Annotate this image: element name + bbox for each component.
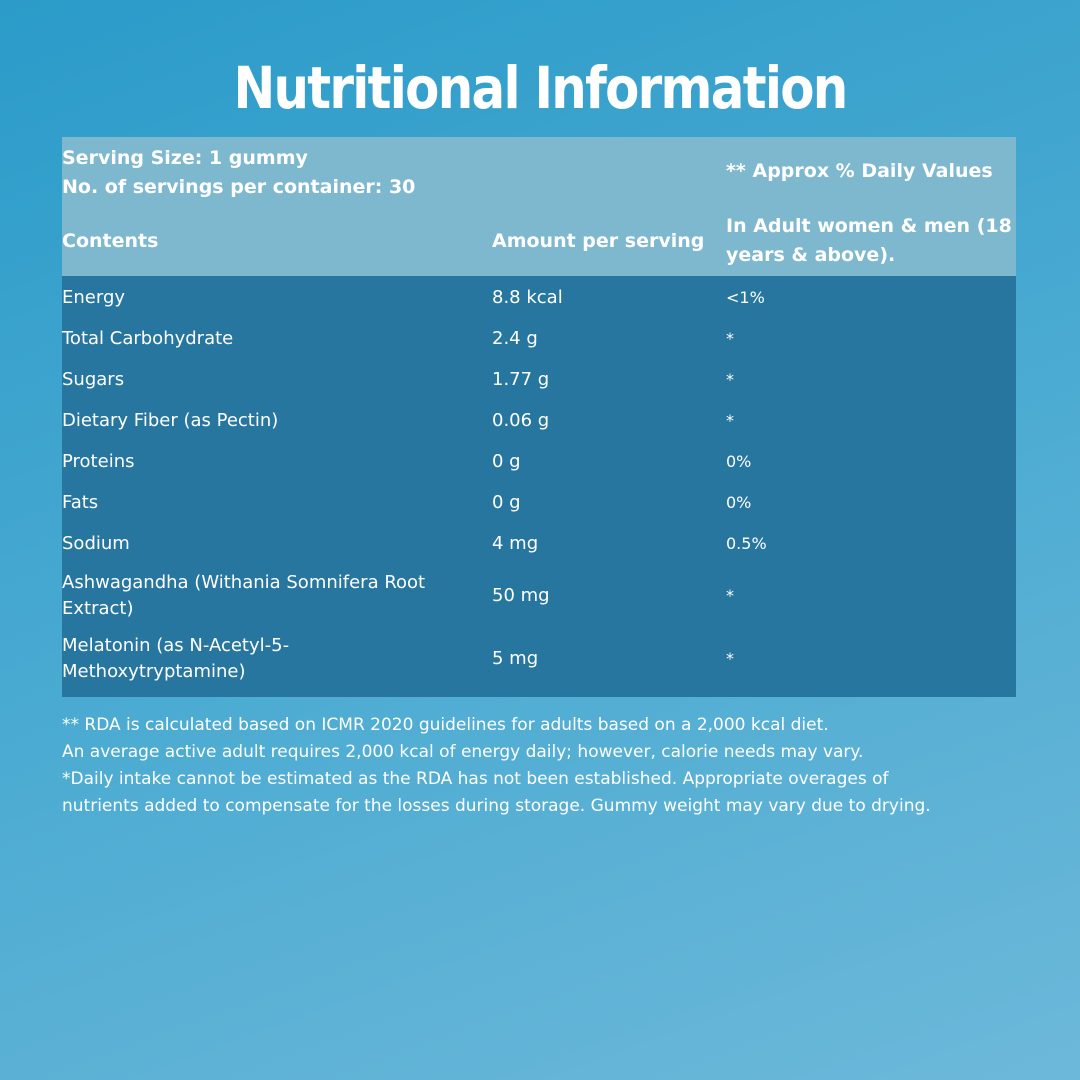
row-content-line2: Extract) <box>62 597 134 619</box>
row-daily-value: * <box>726 328 734 348</box>
table-row: Ashwagandha (Withania Somnifera Root Ext… <box>62 564 1016 627</box>
table-header: Serving Size: 1 gummy No. of servings pe… <box>62 137 1016 276</box>
row-daily-value: * <box>726 648 734 668</box>
column-header-adult: In Adult women & men (18 years & above). <box>726 212 1016 270</box>
footnote-energy: An average active adult requires 2,000 k… <box>62 742 864 762</box>
row-amount: 2.4 g <box>492 327 538 349</box>
row-daily-value: <1% <box>726 287 765 307</box>
row-content: Ashwagandha (Withania Somnifera Root Ext… <box>62 570 472 622</box>
table-body: Energy 8.8 kcal <1% Total Carbohydrate 2… <box>62 276 1016 697</box>
footnote-rda: ** RDA is calculated based on ICMR 2020 … <box>62 715 829 735</box>
row-content-line1: Melatonin (as N-Acetyl-5- <box>62 634 290 656</box>
row-content: Sodium <box>62 532 130 554</box>
row-content: Dietary Fiber (as Pectin) <box>62 409 279 431</box>
table-row: Energy 8.8 kcal <1% <box>62 277 1016 318</box>
row-amount: 0 g <box>492 450 521 472</box>
row-amount: 4 mg <box>492 532 539 554</box>
nutrition-table: Serving Size: 1 gummy No. of servings pe… <box>62 137 1016 697</box>
serving-info: Serving Size: 1 gummy No. of servings pe… <box>62 144 415 202</box>
footnotes: ** RDA is calculated based on ICMR 2020 … <box>62 712 1022 820</box>
row-daily-value: * <box>726 410 734 430</box>
table-row: Dietary Fiber (as Pectin) 0.06 g * <box>62 400 1016 441</box>
page-title: Nutritional Information <box>233 54 848 122</box>
row-content: Energy <box>62 286 126 308</box>
row-daily-value: 0% <box>726 451 752 471</box>
row-content: Melatonin (as N-Acetyl-5- Methoxytryptam… <box>62 633 472 685</box>
row-content: Proteins <box>62 450 135 472</box>
row-daily-value: * <box>726 369 734 389</box>
row-content: Sugars <box>62 368 125 390</box>
column-header-adult-line1: In Adult women & men (18 <box>726 215 1012 237</box>
footnote-intake: *Daily intake cannot be estimated as the… <box>62 769 889 789</box>
footnote-overages: nutrients added to compensate for the lo… <box>62 796 931 816</box>
row-daily-value: 0% <box>726 492 752 512</box>
row-content-line1: Ashwagandha (Withania Somnifera Root <box>62 571 426 593</box>
table-row: Total Carbohydrate 2.4 g * <box>62 318 1016 359</box>
table-row: Sugars 1.77 g * <box>62 359 1016 400</box>
serving-size: Serving Size: 1 gummy <box>62 147 308 169</box>
row-amount: 50 mg <box>492 584 550 606</box>
table-row: Fats 0 g 0% <box>62 482 1016 523</box>
daily-values-heading: ** Approx % Daily Values <box>726 160 993 182</box>
table-row: Melatonin (as N-Acetyl-5- Methoxytryptam… <box>62 627 1016 690</box>
row-content: Fats <box>62 491 99 513</box>
table-row: Proteins 0 g 0% <box>62 441 1016 482</box>
table-row: Sodium 4 mg 0.5% <box>62 523 1016 564</box>
row-content: Total Carbohydrate <box>62 327 234 349</box>
row-amount: 8.8 kcal <box>492 286 563 308</box>
row-amount: 5 mg <box>492 647 539 669</box>
row-daily-value: 0.5% <box>726 533 767 553</box>
servings-per-container: No. of servings per container: 30 <box>62 176 416 198</box>
row-daily-value: * <box>726 585 734 605</box>
row-amount: 1.77 g <box>492 368 550 390</box>
column-header-amount: Amount per serving <box>492 230 705 252</box>
column-header-contents: Contents <box>62 230 159 252</box>
row-amount: 0.06 g <box>492 409 550 431</box>
column-header-adult-line2: years & above). <box>726 244 896 266</box>
row-amount: 0 g <box>492 491 521 513</box>
row-content-line2: Methoxytryptamine) <box>62 660 246 682</box>
